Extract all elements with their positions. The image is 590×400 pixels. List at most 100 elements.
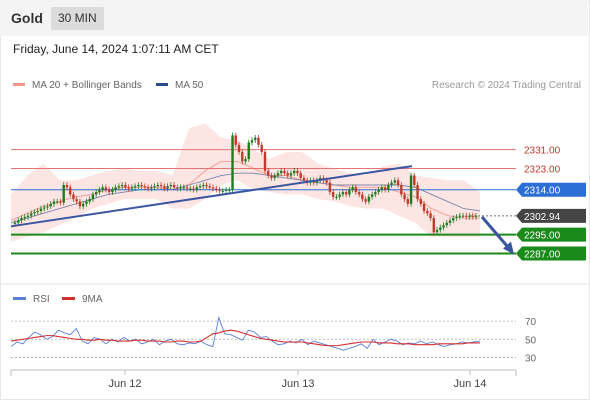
candle (289, 170, 293, 179)
price-tag-2302.94: 2302.94 (516, 208, 586, 223)
candle (237, 142, 241, 155)
candle (458, 212, 461, 220)
candle-body (228, 189, 231, 191)
candle (361, 191, 364, 202)
candle-body (107, 189, 111, 193)
candle-body (396, 180, 400, 185)
candle-body (250, 140, 254, 143)
rsi-legend-label: RSI (33, 294, 50, 305)
rsi-legend-swatch (13, 297, 26, 300)
candle-body (33, 212, 36, 214)
candle-body (195, 187, 199, 190)
candle-body (150, 187, 153, 189)
candle (169, 182, 173, 190)
candle (393, 177, 397, 186)
candle-body (30, 213, 33, 216)
candle-body (296, 170, 299, 174)
candle (263, 149, 267, 174)
candle (185, 184, 189, 192)
candle-body (36, 210, 39, 213)
candle (435, 227, 439, 236)
candle (182, 184, 186, 191)
research-credit: Research © 2024 Trading Central (431, 80, 581, 91)
candle-body (62, 185, 65, 203)
candle-body (91, 194, 95, 200)
candle (338, 191, 341, 200)
candle-body (146, 187, 150, 189)
candle (380, 184, 384, 193)
candle (192, 185, 195, 193)
candle (455, 214, 458, 221)
candle (419, 196, 423, 207)
candle (163, 183, 166, 192)
price-tag-bg (516, 182, 586, 197)
candle-body (390, 182, 393, 185)
candle-body (176, 187, 179, 189)
rsi-tick-30: 30 (525, 353, 537, 364)
candle (416, 182, 419, 202)
candle-body (377, 189, 380, 193)
candle (195, 184, 199, 193)
candle-body (215, 188, 218, 190)
candle-body (387, 185, 390, 190)
candle (91, 191, 95, 202)
candle (62, 182, 65, 206)
candle-body (302, 177, 306, 181)
candle-body (439, 227, 442, 230)
candle (432, 215, 435, 236)
candle (468, 212, 471, 220)
timeframe-badge[interactable]: 30 MIN (51, 7, 104, 30)
price-tag-bg (516, 208, 586, 223)
candle (341, 189, 345, 198)
candle (211, 184, 215, 192)
candle (244, 156, 247, 165)
candle (88, 196, 91, 205)
candle-body (68, 187, 72, 195)
candle-body (130, 187, 134, 189)
candle (202, 182, 205, 190)
candle-body (111, 189, 114, 193)
legend-item-bollinger: MA 20 + Bollinger Bands (13, 80, 142, 91)
legend-swatch-ma50 (156, 82, 168, 86)
candle (471, 212, 474, 220)
legend-item-ma50: MA 50 (156, 80, 203, 91)
candle-body (192, 188, 195, 190)
candle (228, 186, 231, 193)
candle (215, 185, 218, 193)
candle-body (341, 192, 345, 195)
candle-body (432, 218, 435, 233)
candle (231, 132, 234, 193)
rsi-ma-line (10, 329, 480, 347)
candle (367, 193, 371, 205)
candle (442, 222, 445, 231)
candle (117, 183, 121, 191)
candle-body (455, 216, 458, 219)
candle-body (286, 173, 289, 176)
price-tag-label: 2295.00 (524, 231, 561, 242)
legend-label-ma50: MA 50 (175, 80, 204, 91)
candle (33, 209, 36, 217)
candle-body (163, 186, 166, 189)
candle (452, 215, 455, 224)
candle-body (49, 203, 52, 207)
candle (348, 186, 351, 198)
candle (137, 182, 140, 190)
candle (101, 184, 104, 193)
candle-body (267, 170, 270, 176)
candle (150, 184, 153, 192)
candle (130, 184, 134, 192)
candle-body (335, 196, 338, 198)
candle (286, 170, 289, 179)
candle-body (367, 196, 371, 202)
candle-body (159, 185, 163, 187)
candle-body (75, 199, 78, 202)
candle-body (406, 199, 410, 204)
candle-body (241, 151, 244, 162)
candle-body (257, 137, 260, 145)
candle (254, 134, 257, 143)
candle-body (325, 180, 328, 183)
candle (146, 184, 150, 192)
price-tag-label: 2302.94 (524, 212, 561, 223)
price-tag-bg (516, 246, 586, 261)
candle-body (331, 192, 335, 197)
